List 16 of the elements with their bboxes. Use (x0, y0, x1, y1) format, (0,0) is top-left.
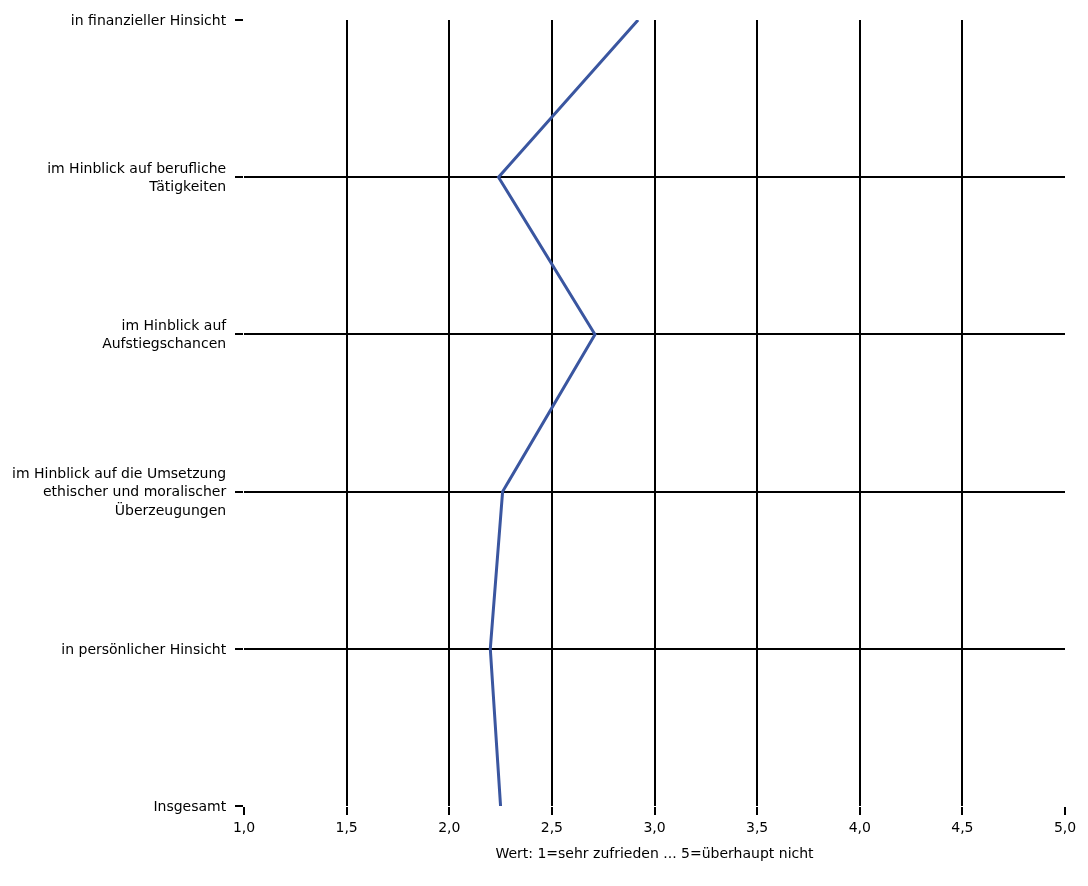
x-tick-label: 5,0 (1053, 818, 1077, 835)
x-tick-label: 4,0 (848, 818, 871, 835)
y-tick-label: im Hinblick auf Aufstiegschancen (102, 317, 228, 352)
x-tick-label: 4,5 (951, 818, 974, 835)
y-tick-label: im Hinblick auf die Umsetzung ethischer und moralischer Überzeugungen (12, 465, 227, 518)
x-tick-label: 3,5 (746, 818, 769, 835)
x-tick-label: 2,5 (540, 818, 564, 835)
y-tick-label: in persönlicher Hinsicht (61, 640, 227, 657)
y-tick-label: im Hinblick auf berufliche Tätigkeiten (47, 160, 227, 195)
x-tick-label: 3,0 (643, 818, 666, 835)
x-tick-label: 1,5 (335, 818, 358, 835)
y-tick-label: Insgesamt (153, 797, 227, 814)
y-tick-label: in finanzieller Hinsicht (70, 11, 227, 28)
x-tick-label: 2,0 (438, 818, 461, 835)
x-tick-label: 1,0 (232, 818, 256, 835)
x-axis-title: Wert: 1=sehr zufrieden ... 5=überhaupt nicht (495, 845, 815, 862)
